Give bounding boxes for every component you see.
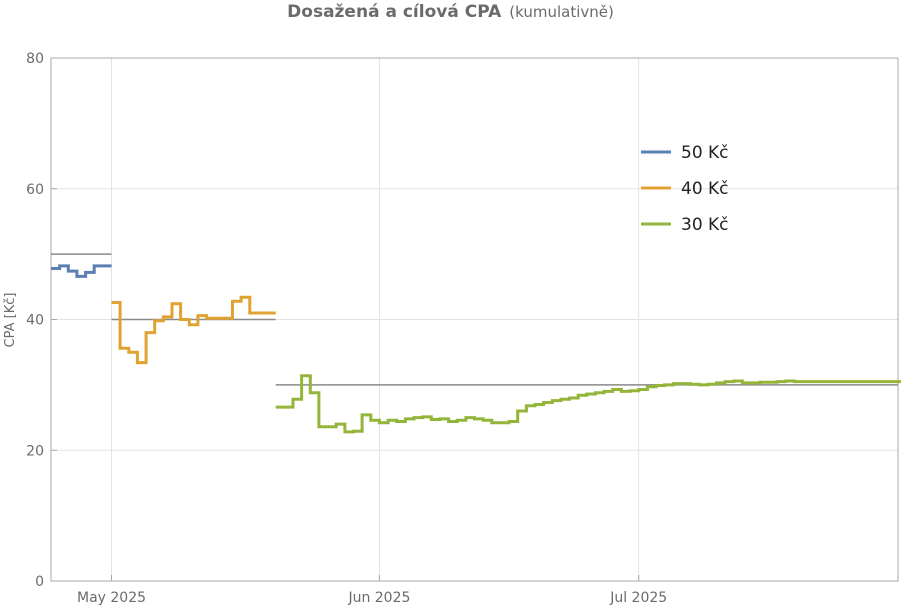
series-line <box>51 264 112 278</box>
series-line <box>111 295 276 365</box>
y-tick-label: 60 <box>26 182 44 198</box>
chart-title-block: Dosažená a cílová CPA (kumulativně) <box>0 0 901 24</box>
y-tick-label: 20 <box>26 443 44 459</box>
x-tick-label: May 2025 <box>77 590 146 606</box>
chart-subtitle: (kumulativně) <box>509 3 614 21</box>
x-tick-label: Jun 2025 <box>347 590 410 606</box>
axes: 0 20 40 60 80 May 2025 Jun 2025 Jul 2025 <box>26 51 667 606</box>
y-tick-label: 80 <box>26 51 44 67</box>
y-tick-label: 40 <box>26 313 44 329</box>
chart-title: Dosažená a cílová CPA <box>287 2 502 22</box>
legend-label: 50 Kč <box>681 143 729 163</box>
series-lines <box>51 264 901 434</box>
y-axis-label: CPA [Kč] <box>3 293 18 348</box>
legend: 50 Kč 40 Kč 30 Kč <box>641 143 729 235</box>
legend-label: 30 Kč <box>681 215 729 235</box>
series-line <box>275 374 901 434</box>
y-tick-label: 0 <box>35 574 44 590</box>
x-tick-label: Jul 2025 <box>609 590 667 606</box>
target-lines <box>51 253 898 386</box>
legend-label: 40 Kč <box>681 179 729 199</box>
